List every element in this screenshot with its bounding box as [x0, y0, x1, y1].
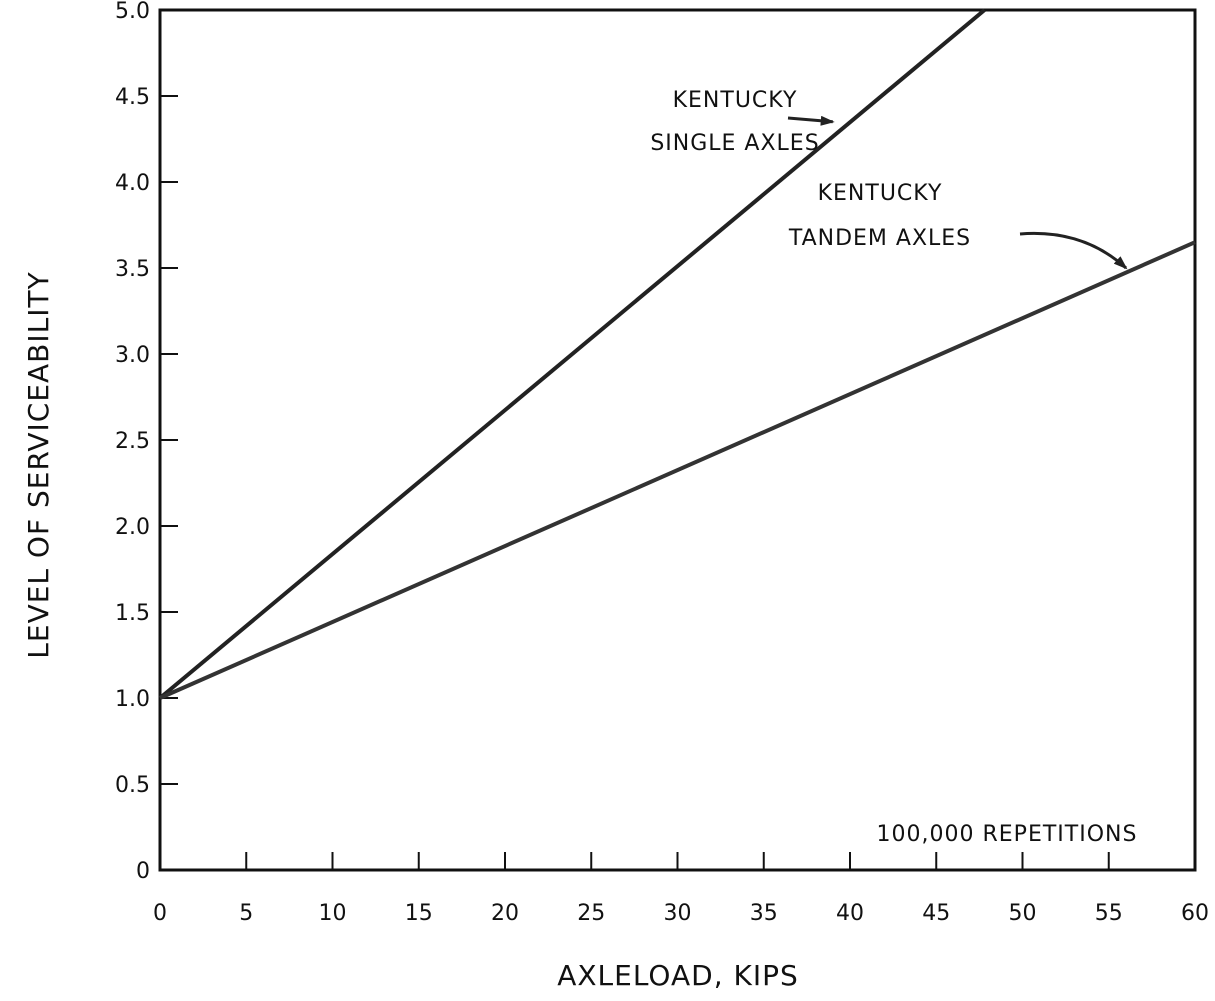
y-axis-title: LEVEL OF SERVICEABILITY — [22, 271, 55, 658]
annotation-single-line-1: SINGLE AXLES — [650, 131, 819, 156]
x-axis-title: AXLELOAD, KIPS — [557, 959, 799, 992]
annotation-repetitions-line-0: 100,000 REPETITIONS — [877, 822, 1138, 847]
y-tick-label: 0.5 — [115, 773, 150, 798]
y-tick-label: 2.0 — [115, 515, 150, 540]
x-tick-label: 10 — [319, 901, 347, 926]
y-tick-label: 3.0 — [115, 343, 150, 368]
series-line-0 — [158, 8, 986, 700]
x-tick-label: 60 — [1181, 901, 1209, 926]
x-tick-label: 20 — [491, 901, 519, 926]
x-tick-label: 35 — [750, 901, 778, 926]
x-tick-label: 55 — [1095, 901, 1123, 926]
x-tick-label: 25 — [577, 901, 605, 926]
annotation-arrow-single — [787, 115, 835, 126]
x-tick-label: 30 — [664, 901, 692, 926]
y-tick-label: 4.0 — [115, 171, 150, 196]
annotation-tandem-line-0: KENTUCKY — [818, 181, 943, 206]
x-tick-label: 45 — [922, 901, 950, 926]
x-tick-label: 15 — [405, 901, 433, 926]
y-axis-ticks: 0 0.5 1.0 1.5 2.0 2.5 3.0 3.5 4.0 4.5 5.0 — [115, 0, 178, 884]
x-tick-label: 50 — [1009, 901, 1037, 926]
y-tick-label: 5.0 — [115, 0, 150, 24]
x-tick-label: 0 — [153, 901, 167, 926]
series-layer — [158, 8, 1196, 700]
x-tick-label: 40 — [836, 901, 864, 926]
series-line-1 — [159, 240, 1196, 700]
y-tick-label: 1.0 — [115, 687, 150, 712]
y-tick-label: 4.5 — [115, 85, 150, 110]
annotation-tandem-line-1: TANDEM AXLES — [788, 226, 971, 251]
x-tick-label: 5 — [239, 901, 253, 926]
annotation-layer: KENTUCKY SINGLE AXLES KENTUCKY TANDEM AXLES… — [650, 88, 1138, 847]
y-tick-label: 2.5 — [115, 429, 150, 454]
annotation-arrow-tandem — [1019, 231, 1128, 270]
y-tick-label: 3.5 — [115, 257, 150, 282]
y-tick-label: 1.5 — [115, 601, 150, 626]
x-axis-ticks: 0 5 10 15 20 25 30 35 40 45 50 55 60 — [153, 852, 1209, 926]
annotation-single-line-0: KENTUCKY — [673, 88, 798, 113]
y-tick-label: 0 — [136, 859, 150, 884]
